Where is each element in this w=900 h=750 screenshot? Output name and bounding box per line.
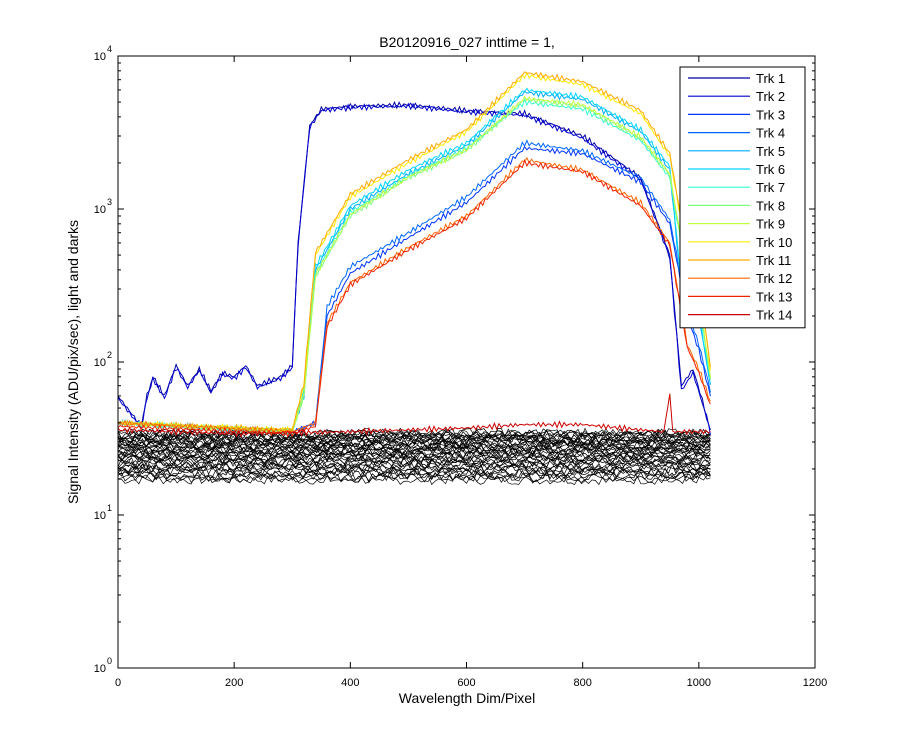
legend-label-6: Trk 6 <box>756 162 785 177</box>
legend-label-11: Trk 11 <box>756 253 791 268</box>
legend-box <box>679 66 806 329</box>
series-line-7 <box>117 97 711 436</box>
dark-frame-lines <box>117 427 711 486</box>
series-lines <box>117 71 711 438</box>
y-tick-exponent: 1 <box>107 503 112 513</box>
legend-label-14: Trk 14 <box>756 308 792 323</box>
legend-label-2: Trk 2 <box>756 89 785 104</box>
dark-trace <box>117 449 711 461</box>
legend-label-4: Trk 4 <box>756 126 785 141</box>
y-tick-exponent: 3 <box>107 197 112 207</box>
dark-trace <box>118 429 711 441</box>
dark-trace <box>117 450 711 462</box>
dark-trace <box>117 455 711 466</box>
x-tick-label: 0 <box>115 677 121 689</box>
y-tick-exponent: 2 <box>107 350 112 360</box>
legend-label-1: Trk 1 <box>756 71 785 86</box>
legend-label-5: Trk 5 <box>756 144 785 159</box>
y-tick-label: 10 <box>94 204 106 216</box>
dark-trace <box>117 469 711 480</box>
y-tick-label: 10 <box>94 510 106 522</box>
dark-trace <box>117 434 711 445</box>
y-tick-exponent: 0 <box>107 656 112 666</box>
legend-label-12: Trk 12 <box>756 271 792 286</box>
x-tick-label: 800 <box>573 677 591 689</box>
legend-label-8: Trk 8 <box>756 198 785 213</box>
dark-trace <box>117 447 711 458</box>
dark-trace <box>117 445 711 456</box>
y-tick-exponent: 4 <box>107 44 112 54</box>
dark-trace <box>117 435 711 447</box>
x-axis-label: Wavelength Dim/Pixel <box>399 690 535 706</box>
legend-label-3: Trk 3 <box>756 107 785 122</box>
dark-trace <box>117 473 711 484</box>
series-line-2 <box>117 102 711 436</box>
dark-trace <box>117 431 711 443</box>
y-axis-label: Signal Intensity (ADU/pix/sec), light an… <box>65 220 81 504</box>
legend-label-7: Trk 7 <box>756 180 785 195</box>
x-tick-label: 1000 <box>687 677 711 689</box>
series-line-1 <box>117 100 711 430</box>
legend-label-13: Trk 13 <box>756 289 792 304</box>
x-tick-label: 600 <box>457 677 475 689</box>
chart-title: B20120916_027 inttime = 1, <box>379 34 555 50</box>
legend-label-9: Trk 9 <box>756 217 785 232</box>
y-tick-label: 10 <box>94 663 106 675</box>
x-tick-label: 400 <box>341 677 359 689</box>
x-tick-label: 200 <box>225 677 243 689</box>
dark-trace <box>117 464 711 476</box>
x-axis: 0 200 400 600 800 1000 1200 <box>115 56 827 689</box>
series-line-14 <box>117 393 711 438</box>
series-line-13 <box>117 158 711 438</box>
legend-label-10: Trk 10 <box>756 235 792 250</box>
dark-trace <box>117 433 711 444</box>
x-tick-label: 1200 <box>803 677 827 689</box>
y-tick-label: 10 <box>94 357 106 369</box>
y-tick-label: 10 <box>94 51 106 63</box>
legend: Trk 1 Trk 2 Trk 3 Trk 4 Trk 5 Trk 6 Trk 7 Trk 8… <box>679 66 806 329</box>
series-line-10 <box>117 71 711 434</box>
